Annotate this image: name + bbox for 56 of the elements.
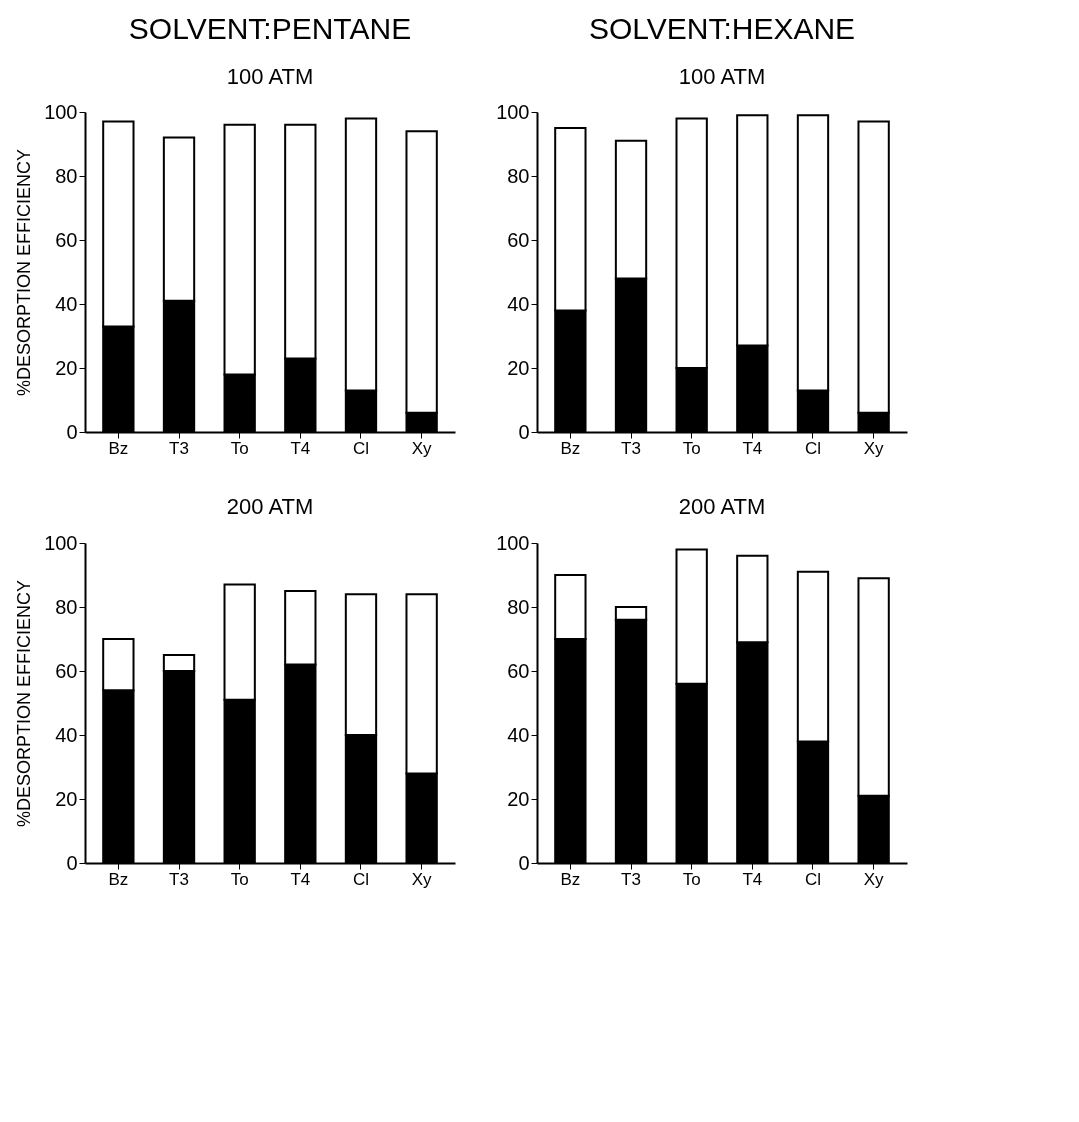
x-tick-label: Xy: [863, 869, 885, 889]
chart-title: SOLVENT:HEXANE: [588, 12, 856, 45]
x-tick-label: To: [230, 869, 249, 889]
y-tick-label: 100: [496, 100, 530, 123]
y-tick-label: 20: [507, 787, 530, 810]
y-tick-label: 20: [55, 787, 78, 810]
y-tick-label: 60: [507, 228, 530, 251]
x-tick-label: T3: [169, 438, 189, 458]
y-tick-label: 100: [496, 531, 530, 554]
x-tick-label: Xy: [863, 438, 885, 458]
y-tick-label: 80: [55, 595, 78, 618]
chart-title: 200 ATM: [226, 494, 314, 519]
y-tick-label: 100: [44, 100, 78, 123]
x-tick-label: T4: [742, 869, 763, 889]
y-tick-label: 80: [507, 595, 530, 618]
y-tick-label: 40: [507, 292, 530, 315]
x-tick-label: Xy: [411, 869, 433, 889]
y-axis-title: %DESORPTION EFFICIENCY: [14, 579, 35, 828]
x-tick-label: Cl: [804, 438, 822, 458]
y-tick-label: 60: [55, 659, 78, 682]
x-tick-label: Cl: [352, 438, 370, 458]
y-tick-label: 20: [507, 356, 530, 379]
y-tick-label: 60: [55, 228, 78, 251]
x-tick-label: T3: [621, 438, 641, 458]
x-tick-label: To: [682, 869, 701, 889]
y-tick-label: 40: [507, 723, 530, 746]
y-tick-label: 0: [518, 851, 530, 874]
y-tick-label: 20: [55, 356, 78, 379]
chart-title: SOLVENT:PENTANE: [128, 12, 412, 45]
y-tick-label: 0: [66, 420, 78, 443]
x-tick-label: To: [682, 438, 701, 458]
y-tick-label: 60: [507, 659, 530, 682]
y-tick-label: 80: [507, 164, 530, 187]
x-tick-label: T4: [290, 869, 311, 889]
x-tick-label: T4: [742, 438, 763, 458]
y-tick-label: 40: [55, 292, 78, 315]
y-axis-title: %DESORPTION EFFICIENCY: [14, 148, 35, 397]
y-tick-label: 100: [44, 531, 78, 554]
x-tick-label: Bz: [560, 869, 581, 889]
x-tick-label: Cl: [804, 869, 822, 889]
x-tick-label: T4: [290, 438, 311, 458]
x-tick-label: Bz: [108, 869, 129, 889]
y-tick-label: 40: [55, 723, 78, 746]
x-tick-label: To: [230, 438, 249, 458]
chart-title: 200 ATM: [678, 494, 766, 519]
x-tick-label: T3: [169, 869, 189, 889]
y-tick-label: 0: [66, 851, 78, 874]
chart-subtitle: 100 ATM: [226, 64, 314, 89]
x-tick-label: Xy: [411, 438, 433, 458]
x-tick-label: T3: [621, 869, 641, 889]
x-tick-label: Bz: [108, 438, 129, 458]
x-tick-label: Bz: [560, 438, 581, 458]
chart-subtitle: 100 ATM: [678, 64, 766, 89]
x-tick-label: Cl: [352, 869, 370, 889]
y-tick-label: 0: [518, 420, 530, 443]
y-tick-label: 80: [55, 164, 78, 187]
